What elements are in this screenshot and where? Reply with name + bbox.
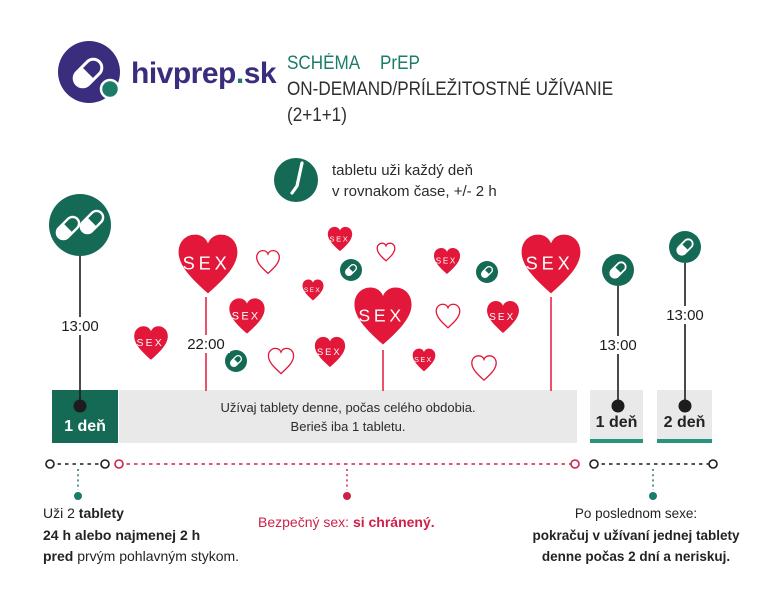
hivprep-logo: hivprep.sk [58, 41, 277, 107]
heart-label: SEX [183, 254, 231, 274]
title-formula: (2+1+1) [287, 105, 347, 126]
sex-heart: SEX [487, 301, 519, 333]
heart-label: SEX [358, 305, 405, 325]
day-box-end-2: 2 deň [657, 390, 712, 443]
sex-heart: SEX [412, 348, 436, 372]
heart-label: SEX [304, 287, 321, 294]
note-line: Po poslednom sexe: [574, 506, 698, 521]
logo-wordmark: hivprep.sk [131, 57, 277, 90]
pill-icon [676, 238, 694, 256]
pill-icon [55, 215, 81, 241]
title-on-demand: ON-DEMAND/PRÍLEŽITOSTNÉ UŽÍVANIE [287, 79, 614, 100]
day-box-start: 1 deň [52, 390, 118, 443]
sex-heart: SEX [314, 336, 346, 368]
outline-heart-icon [376, 242, 396, 262]
heart-label: SEX [489, 312, 515, 323]
note-line: denne počas 2 dní a neriskuj. [541, 549, 731, 564]
timeline-endpoint [708, 459, 718, 469]
heart-label: SEX [317, 347, 342, 357]
sex-heart: SEX [134, 326, 168, 360]
pill-icon [79, 209, 105, 235]
sex-heart: SEX [178, 234, 238, 294]
heart-label: SEX [329, 234, 349, 243]
time-label: 13:00 [61, 318, 99, 335]
title-schema-prep: SCHÉMA PrEP [287, 53, 420, 74]
time-label: 13:00 [599, 337, 637, 354]
time-label: 22:00 [187, 336, 225, 353]
callout-dot [649, 492, 657, 500]
sex-heart: SEX [302, 279, 324, 301]
note-line: Bezpečný sex: si chránený. [258, 514, 435, 530]
time-label-bg [56, 317, 104, 335]
outline-heart-icon [471, 355, 497, 382]
outline-heart-icon [435, 303, 461, 329]
period-box: Užívaj tablety denne, počas celého obdob… [119, 390, 577, 443]
heart-label: SEX [436, 256, 457, 265]
pill-marker-circle [602, 254, 634, 286]
daily-time-text: tabletu uži každý deň v rovnakom čase, +… [332, 162, 497, 200]
note-line: pokračuj v užívaní jednej tablety [532, 527, 740, 543]
pill-icon [480, 265, 494, 279]
time-label-bg [182, 335, 230, 353]
period-box-line1: Užívaj tablety denne, počas celého obdob… [220, 399, 476, 415]
timeline-endpoint [100, 459, 110, 469]
pill-icon [344, 263, 358, 277]
day-box-end-1: 1 deň [590, 390, 643, 443]
note-line: Uži 2 tablety [43, 505, 124, 521]
note-line: pred prvým pohlavným stykom. [43, 548, 240, 564]
heart-label: SEX [414, 357, 433, 364]
pill-icon [609, 261, 627, 279]
timeline-endpoint [114, 459, 124, 469]
pill-badge-icon [340, 259, 362, 281]
period-box-line2: Berieš iba 1 tabletu. [290, 418, 406, 434]
timeline-endpoint [589, 459, 599, 469]
sex-heart: SEX [354, 287, 412, 345]
callout-dot [343, 492, 351, 500]
note-safe-sex: Bezpečný sex: si chránený. [258, 512, 435, 534]
outline-heart-icon [256, 250, 280, 275]
outline-heart-icon [267, 347, 295, 375]
heart-label: SEX [232, 310, 261, 322]
note-line: 24 h alebo najmenej 2 h [43, 526, 201, 543]
heart-label: SEX [526, 254, 574, 274]
heart-label: SEX [136, 338, 163, 349]
sex-heart: SEX [521, 234, 581, 294]
time-label-bg [594, 336, 642, 354]
logo-pill-icon [58, 41, 121, 103]
timeline-endpoint [570, 459, 580, 469]
pill-marker-circle [669, 231, 701, 263]
daily-time-note: tabletu uži každý deň v rovnakom čase, +… [273, 157, 497, 203]
clock-icon [274, 158, 318, 202]
sex-heart: SEX [327, 226, 353, 252]
time-label-bg [661, 306, 709, 324]
pill-icon [229, 354, 243, 368]
sex-heart: SEX [229, 298, 265, 334]
note-after-last-sex: Po poslednom sexe: pokračuj v užívaní jed… [522, 503, 750, 568]
sex-heart: SEX [433, 247, 461, 275]
page-title: SCHÉMA PrEP ON-DEMAND/PRÍLEŽITOSTNÉ UŽÍVA… [287, 51, 649, 129]
timeline-endpoint [45, 459, 55, 469]
callout-dot [74, 492, 82, 500]
pill-badge-icon [476, 261, 498, 283]
note-before-first-sex: Uži 2 tablety 24 h alebo najmenej 2 h pred… [43, 503, 239, 568]
pill-badge-icon [225, 350, 247, 372]
start-pills-circle [49, 194, 111, 256]
time-label: 13:00 [666, 307, 704, 324]
